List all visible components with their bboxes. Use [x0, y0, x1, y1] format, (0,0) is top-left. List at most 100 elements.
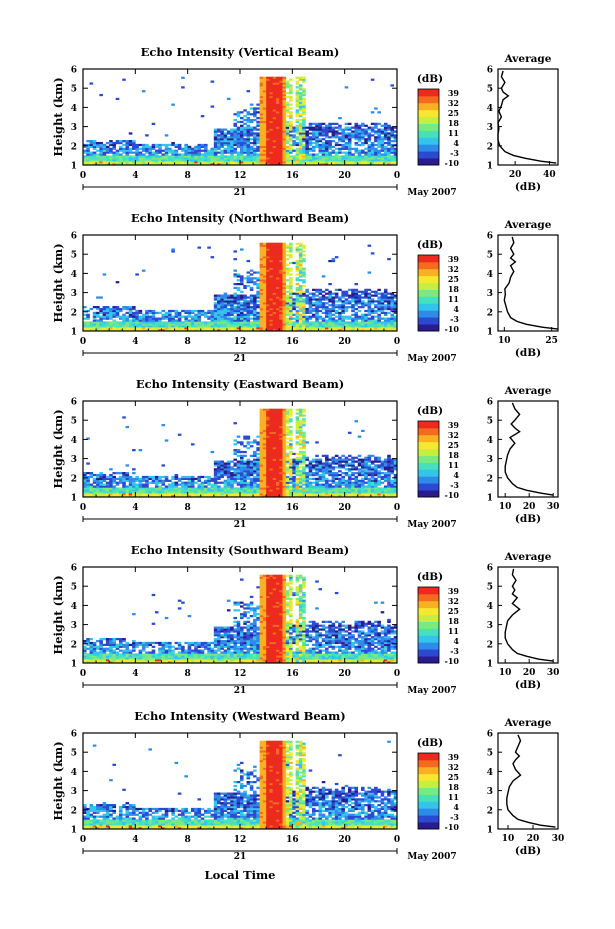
heatmap-cell — [334, 161, 339, 164]
heatmap-cell — [246, 296, 251, 299]
heatmap-cell — [344, 298, 349, 301]
heatmap-cell — [249, 120, 254, 124]
heatmap-cell — [102, 489, 107, 492]
heatmap-cell — [380, 311, 385, 315]
x-tick-label: 12 — [234, 337, 247, 347]
heatmap-cell — [259, 491, 264, 494]
heatmap-cell — [367, 138, 372, 141]
heatmap-cell — [269, 307, 274, 311]
heatmap-cell — [302, 143, 306, 147]
heatmap-cell — [249, 279, 254, 282]
heatmap-cell — [269, 153, 274, 156]
heatmap-cell — [289, 95, 293, 99]
heatmap-cell — [275, 155, 280, 158]
heatmap-cell — [282, 86, 287, 89]
heatmap-cell — [262, 450, 267, 454]
heatmap-cell — [210, 479, 215, 482]
heatmap-cell — [367, 306, 372, 309]
heatmap-cell — [275, 277, 280, 280]
heatmap-cell — [246, 302, 251, 305]
heatmap-cell — [266, 157, 270, 160]
heatmap-cell — [217, 163, 221, 166]
heatmap-cell — [298, 130, 303, 133]
heatmap-cell — [233, 147, 238, 150]
heatmap-cell — [272, 286, 277, 290]
heatmap-cell — [272, 290, 277, 293]
heatmap-cell — [377, 138, 381, 141]
heatmap-cell — [115, 327, 120, 330]
heatmap-cell — [125, 155, 130, 158]
heatmap-cell — [109, 481, 113, 484]
heatmap-cell — [383, 157, 388, 160]
heatmap-cell — [240, 140, 244, 143]
heatmap-cell — [272, 464, 277, 467]
heatmap-cell — [132, 163, 136, 166]
heatmap-cell — [266, 445, 270, 448]
heatmap-cell — [331, 306, 336, 309]
heatmap-cell — [272, 427, 277, 431]
heatmap-cell — [282, 111, 287, 114]
heatmap-cell — [213, 161, 218, 164]
heatmap-cell — [318, 292, 323, 295]
heatmap-cell — [158, 319, 162, 322]
heatmap-cell — [181, 159, 185, 162]
heatmap-cell — [223, 481, 228, 484]
heatmap-cell — [246, 493, 251, 496]
heatmap-cell — [285, 134, 290, 137]
heatmap-cell — [233, 473, 238, 477]
heatmap-cell — [295, 118, 300, 122]
y-tick-label: 6 — [71, 66, 77, 76]
heatmap-cell — [230, 329, 234, 332]
heatmap-cell — [217, 138, 221, 141]
heatmap-cell — [347, 145, 352, 149]
heatmap-cell — [298, 149, 303, 152]
heatmap-cell — [282, 454, 287, 457]
heatmap-cell — [125, 495, 130, 498]
heatmap-cell — [240, 458, 244, 461]
heatmap-cell — [246, 477, 251, 481]
heatmap-cell — [148, 495, 152, 498]
heatmap-cell — [305, 130, 309, 133]
heatmap-cell — [338, 132, 342, 135]
heatmap-cell — [275, 84, 280, 87]
heatmap-cell — [220, 302, 224, 305]
heatmap-cell — [390, 149, 395, 152]
heatmap-cell — [341, 136, 345, 139]
heatmap-cell — [390, 143, 395, 147]
heatmap-cell — [269, 265, 274, 268]
heatmap-cell — [210, 319, 215, 322]
heatmap-cell — [331, 319, 336, 322]
heatmap-cell — [285, 84, 290, 87]
heatmap-cell — [370, 155, 375, 158]
heatmap-cell — [115, 151, 120, 154]
heatmap-cell — [275, 248, 280, 251]
heatmap-cell — [86, 147, 90, 150]
heatmap-cell — [269, 161, 274, 164]
heatmap-cell — [390, 300, 395, 303]
heatmap-cell — [262, 441, 267, 444]
heatmap-cell — [112, 311, 117, 315]
heatmap-cell — [272, 277, 277, 280]
heatmap-cell — [177, 157, 182, 160]
heatmap-cell — [315, 294, 319, 297]
heatmap-cell — [308, 138, 313, 141]
heatmap-cell — [125, 485, 130, 488]
heatmap-cell — [351, 327, 355, 330]
heatmap-cell — [109, 143, 113, 147]
heatmap-cell — [138, 477, 143, 481]
heatmap-cell — [269, 414, 274, 417]
heatmap-cell — [236, 130, 241, 133]
heatmap-cell — [112, 479, 117, 482]
heatmap-cell — [138, 327, 143, 330]
heatmap-cell — [295, 248, 300, 251]
heatmap-cell — [285, 286, 290, 290]
heatmap-cell — [321, 325, 326, 328]
heatmap-cell — [109, 491, 113, 494]
heatmap-cell — [246, 475, 251, 479]
heatmap-cell — [220, 313, 224, 316]
heatmap-cell — [151, 323, 156, 326]
heatmap-cell — [194, 323, 198, 326]
heatmap-cell — [253, 477, 257, 481]
heatmap-cell — [135, 155, 139, 158]
heatmap-cell — [285, 82, 290, 85]
